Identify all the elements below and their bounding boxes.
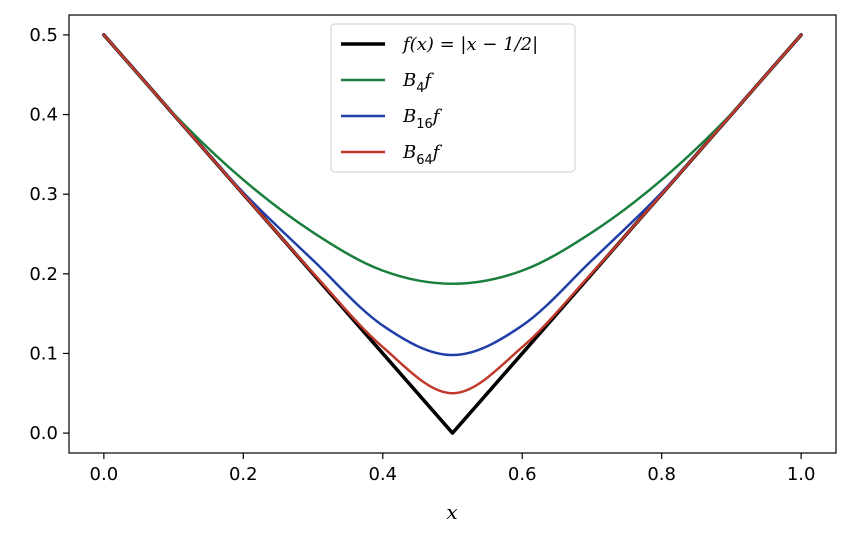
y-tick-label: 0.5: [29, 25, 58, 46]
y-tick-label: 0.2: [29, 264, 58, 285]
x-tick-label: 0.6: [508, 464, 537, 485]
series-layer: [102, 33, 803, 435]
x-axis-label: x: [446, 500, 457, 524]
series-line-1: [102, 33, 803, 286]
x-axis: 0.0 0.2 0.4 0.6 0.8 1.0: [90, 453, 816, 485]
y-tick-label: 0.4: [29, 105, 58, 126]
x-tick-label: 0.0: [90, 464, 119, 485]
plot-frame: [68, 14, 837, 454]
x-tick-label: 0.8: [647, 464, 676, 485]
x-tick-label: 0.2: [229, 464, 258, 485]
y-tick-label: 0.1: [29, 343, 58, 364]
series-line-3: [102, 33, 803, 395]
x-tick-label: 1.0: [787, 464, 816, 485]
y-axis: 0.0 0.1 0.2 0.3 0.4 0.5: [29, 25, 69, 444]
legend-box: [330, 23, 576, 173]
x-tick-label: 0.4: [368, 464, 397, 485]
y-tick-label: 0.0: [29, 423, 58, 444]
legend-label: f(x) = |x − 1/2|: [401, 34, 538, 55]
y-tick-label: 0.3: [29, 184, 58, 205]
